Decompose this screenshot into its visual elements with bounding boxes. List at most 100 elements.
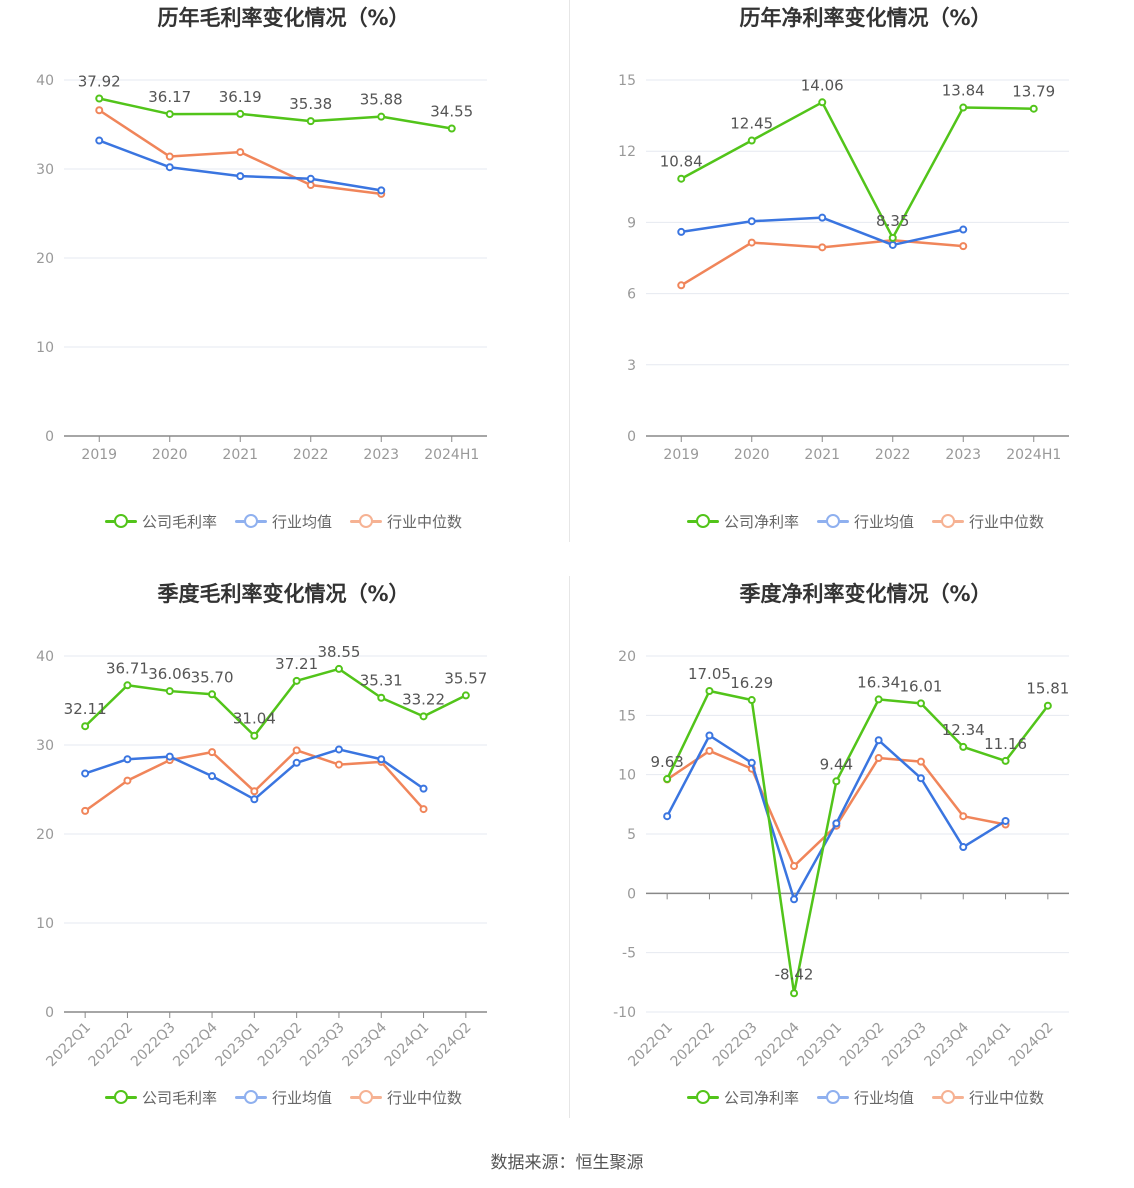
y-tick-label: 40	[36, 73, 54, 89]
x-tick-label: 2023Q2	[837, 1020, 888, 1071]
data-point-company	[747, 136, 756, 145]
legend-item-median[interactable]: 行业中位数	[932, 1087, 1044, 1108]
x-tick-label: 2020	[152, 447, 188, 463]
data-label: 12.45	[730, 115, 773, 133]
legend-label: 公司净利率	[723, 512, 799, 531]
data-point-avg	[377, 755, 386, 764]
y-tick-label: 3	[627, 358, 636, 374]
data-point-company	[334, 664, 343, 673]
data-label: 38.55	[317, 643, 360, 661]
chart-title: 季度毛利率变化情况（%）	[157, 582, 410, 606]
data-point-avg	[832, 819, 841, 828]
data-point-company	[447, 124, 456, 133]
legend-item-company[interactable]: 公司毛利率	[104, 1087, 217, 1108]
data-point-company	[419, 712, 428, 721]
data-label: 35.70	[191, 668, 234, 686]
legend-line-circle-icon	[932, 1090, 964, 1104]
x-tick-label: 2021	[804, 447, 840, 463]
y-tick-label: 10	[618, 768, 636, 784]
data-point-median	[790, 862, 799, 871]
data-label: 12.34	[942, 721, 985, 739]
x-tick-label: 2019	[81, 447, 117, 463]
x-tick-label: 2020	[734, 447, 770, 463]
data-point-avg	[334, 745, 343, 754]
y-tick-label: 0	[45, 429, 54, 445]
legend-label: 行业均值	[853, 1088, 914, 1107]
data-point-company	[677, 174, 686, 183]
x-tick-label: 2022	[875, 447, 911, 463]
legend-item-avg[interactable]: 行业均值	[816, 511, 914, 532]
panel-divider	[569, 0, 570, 542]
data-label: 8.35	[876, 212, 909, 230]
data-label: 16.29	[730, 674, 773, 692]
legend-label: 公司毛利率	[141, 1088, 217, 1107]
legend-item-median[interactable]: 行业中位数	[932, 511, 1044, 532]
legend-item-avg[interactable]: 行业均值	[234, 1087, 332, 1108]
panel-divider	[569, 576, 570, 1118]
data-point-company	[1043, 701, 1052, 710]
data-point-avg	[419, 784, 428, 793]
legend-item-avg[interactable]: 行业均值	[816, 1087, 914, 1108]
y-tick-label: 20	[36, 827, 54, 843]
chart-legend: 公司毛利率 行业均值 行业中位数	[0, 1084, 567, 1110]
data-point-company	[959, 742, 968, 751]
data-point-company	[790, 989, 799, 998]
legend-item-avg[interactable]: 行业均值	[234, 511, 332, 532]
data-label: 36.71	[106, 659, 149, 677]
legend-label: 行业中位数	[387, 512, 463, 531]
x-tick-label: 2023Q1	[795, 1020, 846, 1071]
x-tick-label: 2019	[663, 447, 699, 463]
data-label: 15.81	[1026, 680, 1069, 698]
y-tick-label: 20	[36, 251, 54, 267]
series-line-company	[680, 101, 1034, 240]
legend-item-company[interactable]: 公司毛利率	[104, 511, 217, 532]
x-tick-label: 2022Q4	[752, 1019, 803, 1070]
legend-label: 行业均值	[271, 512, 332, 531]
data-label: 11.16	[984, 735, 1027, 753]
chart-plot: 0 3 6 9 12 15 2019 2020 2021 2022 2023 2024H1 10.84 1…	[618, 73, 1069, 463]
data-point-avg	[123, 755, 132, 764]
legend-item-company[interactable]: 公司净利率	[686, 511, 799, 532]
data-point-company	[959, 103, 968, 112]
legend-line-circle-icon	[686, 1090, 719, 1104]
data-point-avg	[818, 213, 827, 222]
data-point-median	[334, 760, 343, 769]
data-label: 36.19	[219, 88, 262, 106]
legend-line-circle-icon	[234, 514, 267, 528]
legend-line-circle-icon	[104, 1090, 137, 1104]
x-tick-label: 2022	[293, 447, 329, 463]
data-point-company	[250, 731, 259, 740]
x-tick-label: 2023Q3	[879, 1020, 930, 1071]
data-point-company	[306, 117, 315, 126]
data-point-median	[959, 242, 968, 251]
data-point-company	[818, 98, 827, 107]
data-label: 37.92	[78, 73, 121, 91]
data-point-median	[705, 746, 714, 755]
legend-line-circle-icon	[816, 514, 849, 528]
legend-item-median[interactable]: 行业中位数	[350, 1087, 462, 1108]
x-tick-label: 2022Q2	[86, 1020, 137, 1071]
chart-plot: -10-5051015202022Q12022Q22022Q32022Q4202…	[613, 649, 1069, 1071]
y-tick-label: 10	[36, 340, 54, 356]
legend-item-company[interactable]: 公司净利率	[686, 1087, 799, 1108]
x-tick-label: 2024Q1	[964, 1020, 1015, 1071]
data-point-median	[95, 106, 104, 115]
x-tick-label: 2022Q2	[668, 1020, 719, 1071]
chart-legend: 公司毛利率 行业均值 行业中位数	[0, 508, 567, 534]
y-tick-label: 30	[36, 162, 54, 178]
data-point-median	[747, 238, 756, 247]
y-tick-label: 9	[627, 215, 636, 231]
x-tick-label: 2023	[363, 447, 399, 463]
data-label: 35.88	[360, 91, 403, 109]
chart-plot: 0102030402022Q12022Q22022Q32022Q42023Q12…	[36, 643, 487, 1071]
data-point-median	[292, 746, 301, 755]
legend-item-median[interactable]: 行业中位数	[350, 511, 462, 532]
data-point-avg	[790, 895, 799, 904]
data-point-avg	[377, 186, 386, 195]
y-tick-label: 6	[627, 287, 636, 303]
y-tick-label: 30	[36, 738, 54, 754]
y-tick-label: -5	[622, 946, 636, 962]
data-point-median	[419, 805, 428, 814]
chart-title: 季度净利率变化情况（%）	[739, 582, 992, 606]
data-point-company	[377, 112, 386, 121]
